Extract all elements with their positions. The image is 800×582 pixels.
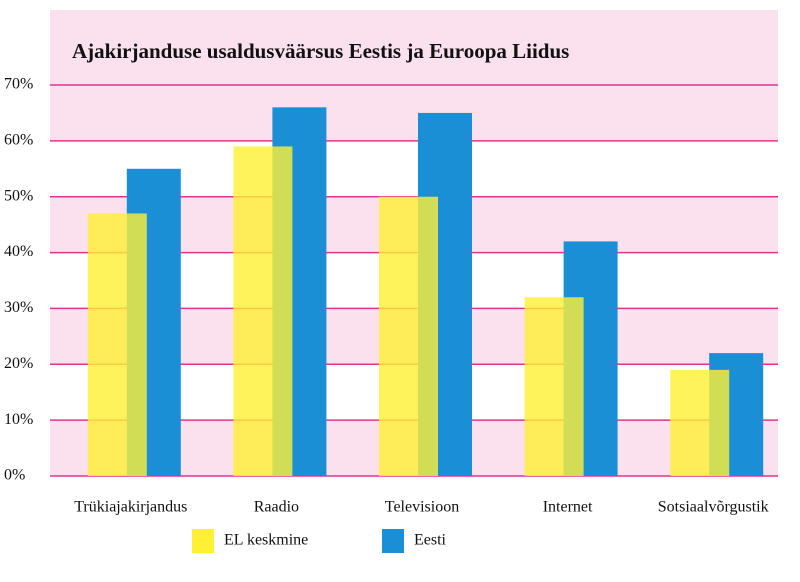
x-tick-label: Internet bbox=[543, 499, 593, 516]
y-tick-label: 40% bbox=[4, 243, 33, 260]
y-tick-label: 20% bbox=[4, 355, 33, 372]
x-tick-label: Televisioon bbox=[385, 499, 459, 516]
y-tick-label: 60% bbox=[4, 132, 33, 149]
legend-swatch bbox=[382, 529, 404, 553]
bar bbox=[87, 213, 147, 476]
x-tick-label: Trükiajakirjandus bbox=[74, 499, 187, 516]
y-tick-label: 70% bbox=[4, 76, 33, 93]
chart-title: Ajakirjanduse usaldusväärsus Eestis ja E… bbox=[72, 39, 569, 63]
legend-label: Eesti bbox=[414, 532, 447, 549]
bar bbox=[670, 369, 730, 476]
y-tick-label: 10% bbox=[4, 411, 33, 428]
x-tick-label: Raadio bbox=[254, 499, 299, 516]
y-tick-label: 0% bbox=[4, 467, 25, 484]
legend-swatch bbox=[192, 529, 214, 553]
legend-label: EL keskmine bbox=[224, 532, 308, 549]
bar bbox=[524, 297, 584, 476]
y-tick-label: 50% bbox=[4, 187, 33, 204]
y-tick-label: 30% bbox=[4, 299, 33, 316]
bar bbox=[233, 146, 293, 476]
bar bbox=[379, 196, 438, 476]
title-band bbox=[50, 10, 778, 85]
band bbox=[50, 85, 778, 141]
x-tick-label: Sotsiaalvõrgustik bbox=[658, 499, 769, 516]
